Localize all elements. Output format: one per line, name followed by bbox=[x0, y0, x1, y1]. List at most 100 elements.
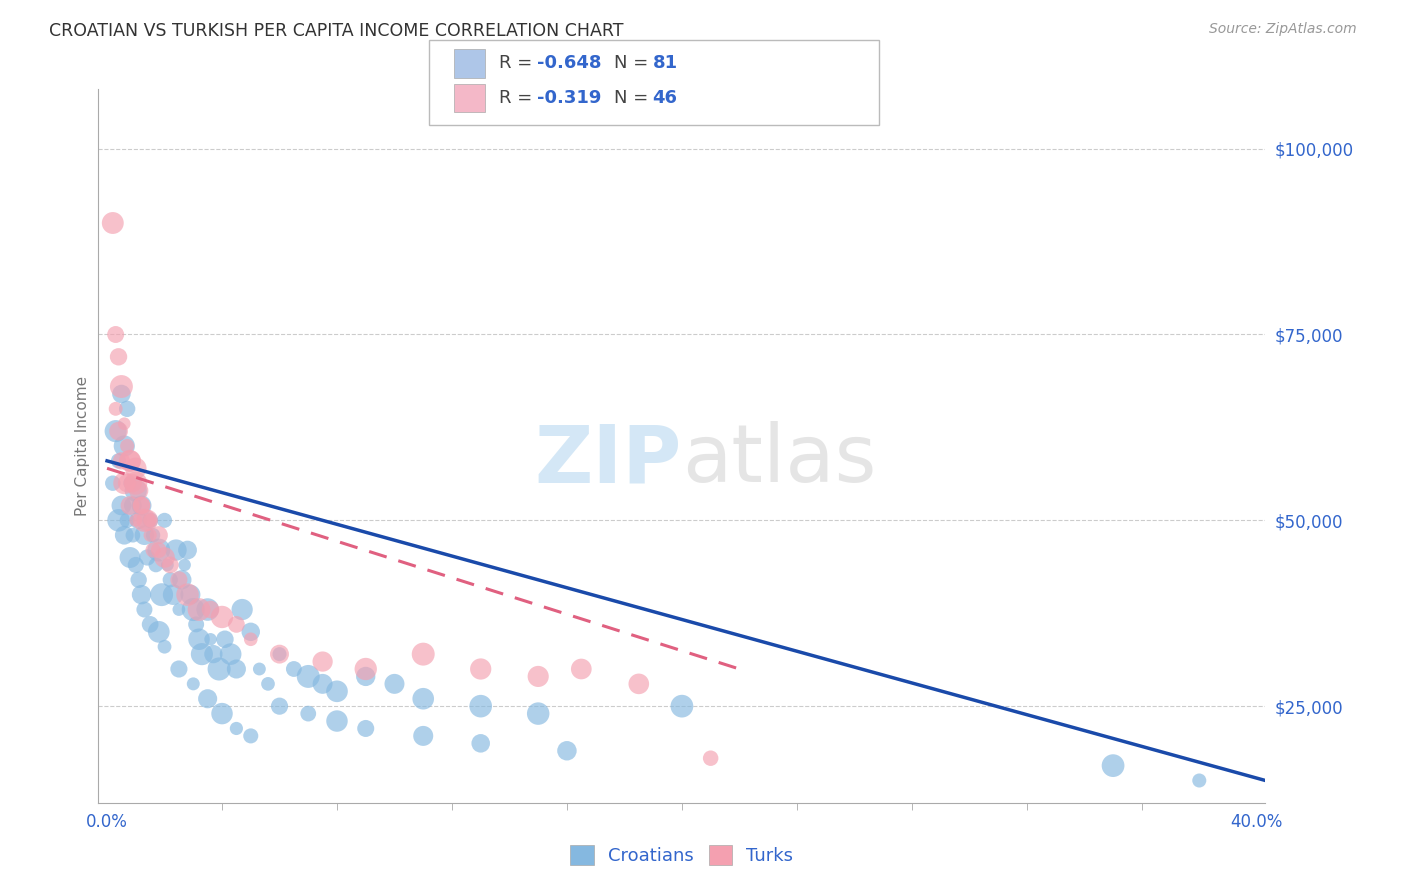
Point bbox=[125, 483, 148, 498]
Point bbox=[107, 350, 129, 364]
Point bbox=[118, 454, 141, 468]
Point bbox=[110, 454, 132, 468]
Point bbox=[148, 624, 170, 639]
Point bbox=[115, 401, 138, 416]
Point bbox=[156, 558, 179, 572]
Point bbox=[202, 647, 225, 661]
Point bbox=[167, 662, 190, 676]
Point bbox=[326, 714, 349, 728]
Point bbox=[165, 543, 187, 558]
Point bbox=[125, 461, 148, 475]
Text: N =: N = bbox=[614, 89, 654, 107]
Point bbox=[136, 550, 159, 565]
Point bbox=[153, 640, 176, 654]
Point bbox=[354, 662, 377, 676]
Point bbox=[134, 602, 156, 616]
Point bbox=[191, 647, 214, 661]
Point bbox=[239, 624, 262, 639]
Point bbox=[153, 513, 176, 527]
Point bbox=[269, 647, 291, 661]
Point bbox=[269, 699, 291, 714]
Point bbox=[159, 573, 181, 587]
Point bbox=[131, 588, 153, 602]
Point bbox=[239, 632, 262, 647]
Point bbox=[225, 617, 247, 632]
Point bbox=[176, 588, 198, 602]
Point bbox=[104, 401, 127, 416]
Point bbox=[125, 558, 148, 572]
Text: R =: R = bbox=[499, 89, 538, 107]
Point bbox=[150, 588, 173, 602]
Point bbox=[125, 513, 148, 527]
Point bbox=[527, 669, 550, 683]
Point bbox=[179, 588, 201, 602]
Text: CROATIAN VS TURKISH PER CAPITA INCOME CORRELATION CHART: CROATIAN VS TURKISH PER CAPITA INCOME CO… bbox=[49, 22, 624, 40]
Point bbox=[527, 706, 550, 721]
Point bbox=[134, 528, 156, 542]
Point bbox=[107, 424, 129, 438]
Point bbox=[176, 543, 198, 558]
Point bbox=[118, 454, 141, 468]
Point bbox=[125, 476, 148, 491]
Point bbox=[122, 476, 145, 491]
Point bbox=[118, 499, 141, 513]
Point bbox=[131, 499, 153, 513]
Point bbox=[311, 677, 333, 691]
Point bbox=[122, 528, 145, 542]
Point bbox=[110, 499, 132, 513]
Point bbox=[148, 543, 170, 558]
Point bbox=[412, 647, 434, 661]
Point bbox=[139, 528, 162, 542]
Point bbox=[200, 632, 222, 647]
Point bbox=[297, 706, 319, 721]
Point bbox=[112, 528, 135, 542]
Point bbox=[112, 439, 135, 453]
Point bbox=[297, 669, 319, 683]
Point bbox=[225, 722, 247, 736]
Point bbox=[412, 691, 434, 706]
Point bbox=[1102, 758, 1125, 772]
Point bbox=[470, 736, 492, 750]
Point bbox=[257, 677, 280, 691]
Point bbox=[142, 528, 165, 542]
Point bbox=[231, 602, 253, 616]
Point bbox=[181, 677, 204, 691]
Point bbox=[188, 602, 211, 616]
Point bbox=[112, 417, 135, 431]
Point bbox=[148, 543, 170, 558]
Point bbox=[167, 602, 190, 616]
Text: ZIP: ZIP bbox=[534, 421, 682, 500]
Point bbox=[142, 543, 165, 558]
Text: atlas: atlas bbox=[682, 421, 876, 500]
Point bbox=[200, 602, 222, 616]
Point bbox=[139, 513, 162, 527]
Point bbox=[219, 647, 242, 661]
Point bbox=[112, 476, 135, 491]
Point bbox=[110, 379, 132, 393]
Point bbox=[354, 669, 377, 683]
Point bbox=[412, 729, 434, 743]
Point bbox=[115, 513, 138, 527]
Point bbox=[110, 387, 132, 401]
Point bbox=[283, 662, 305, 676]
Point bbox=[162, 588, 184, 602]
Point bbox=[354, 722, 377, 736]
Point bbox=[159, 558, 181, 572]
Point bbox=[148, 528, 170, 542]
Point bbox=[128, 513, 150, 527]
Point bbox=[139, 513, 162, 527]
Point bbox=[115, 476, 138, 491]
Point bbox=[186, 617, 208, 632]
Point bbox=[107, 513, 129, 527]
Point bbox=[627, 677, 650, 691]
Point bbox=[211, 610, 233, 624]
Point bbox=[555, 744, 578, 758]
Point bbox=[1188, 773, 1211, 788]
Point bbox=[247, 662, 270, 676]
Point bbox=[128, 573, 150, 587]
Point bbox=[173, 558, 195, 572]
Point bbox=[208, 662, 231, 676]
Point bbox=[170, 573, 193, 587]
Point bbox=[671, 699, 693, 714]
Point bbox=[107, 454, 129, 468]
